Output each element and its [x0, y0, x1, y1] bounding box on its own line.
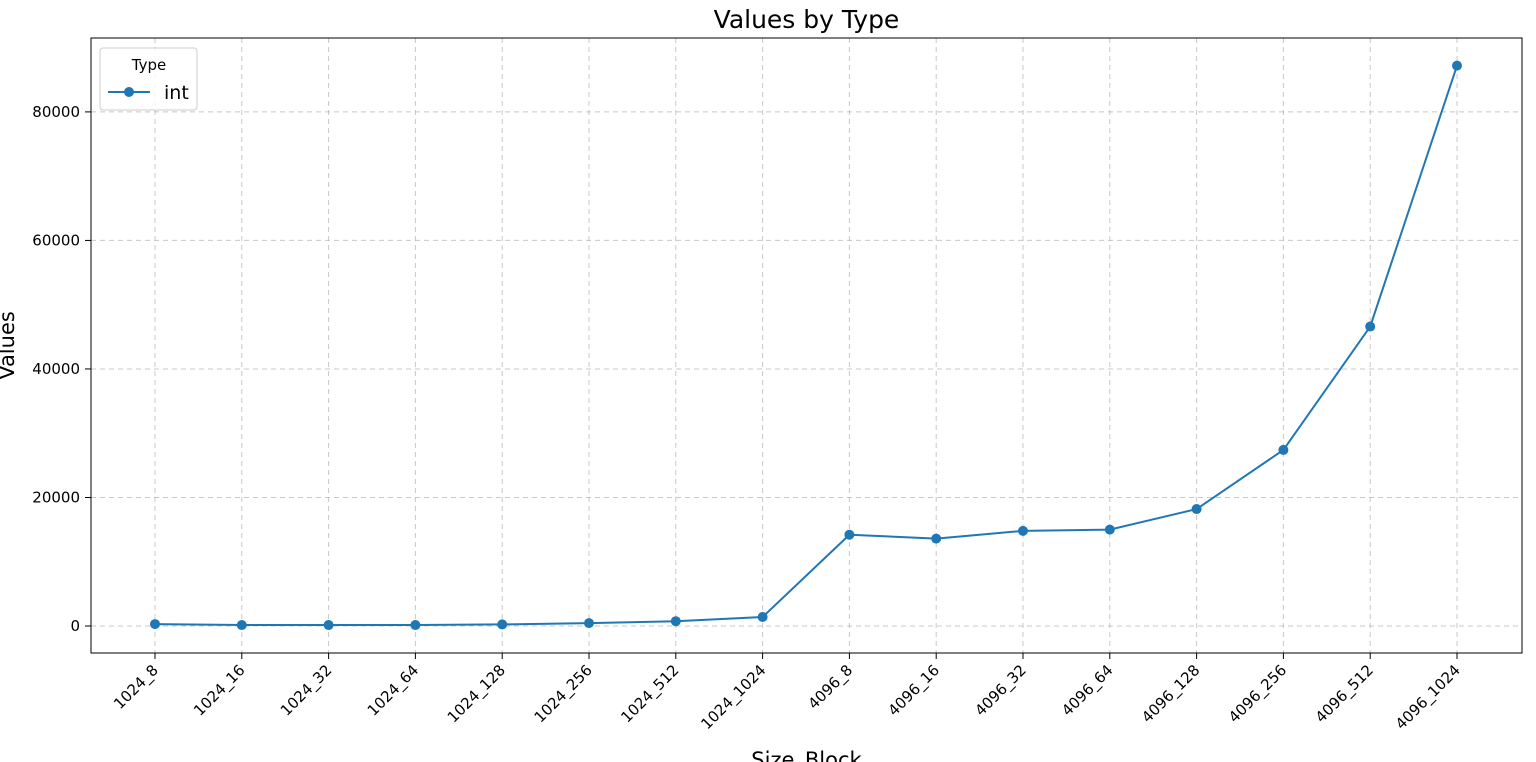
data-point	[1018, 525, 1028, 536]
x-tick-label: 1024_1024	[697, 661, 770, 734]
x-tick-label: 1024_256	[531, 661, 597, 727]
grid	[91, 38, 1522, 653]
data-point	[1191, 504, 1202, 515]
legend-title: Type	[131, 56, 166, 74]
series-layer	[150, 60, 1462, 631]
x-tick-label: 1024_16	[190, 661, 249, 720]
y-tick-label: 20000	[32, 488, 80, 506]
y-tick-label: 40000	[32, 360, 80, 378]
data-point	[844, 529, 855, 540]
y-tick-label: 0	[70, 617, 80, 635]
plot-frame	[90, 37, 1523, 654]
data-point	[236, 620, 247, 631]
x-tick-label: 4096_8	[804, 661, 856, 713]
x-tick-label: 4096_16	[885, 661, 944, 720]
chart-title: Values by Type	[714, 5, 900, 34]
x-axis-label: Size_Block	[751, 748, 862, 762]
data-point	[1452, 60, 1462, 71]
legend-box	[99, 47, 198, 111]
y-tick-label: 80000	[32, 103, 80, 121]
y-axis-label: Values	[0, 311, 19, 380]
x-axis: 1024_8 1024_16 1024_32 1024_64 1024_128 1024_…	[110, 653, 1465, 734]
legend: Type int	[99, 47, 198, 111]
x-tick-label: 1024_64	[364, 661, 423, 720]
data-point	[323, 620, 334, 631]
series-line-int	[154, 65, 1458, 627]
data-point	[931, 533, 942, 544]
data-point	[757, 612, 768, 623]
x-tick-label: 4096_32	[971, 661, 1030, 720]
x-tick-label: 1024_32	[277, 661, 336, 720]
x-tick-label: 4096_512	[1312, 661, 1378, 727]
data-point	[1365, 321, 1376, 332]
y-tick-label: 60000	[32, 231, 80, 249]
legend-point-marker	[124, 87, 134, 97]
data-point	[497, 619, 508, 630]
x-tick-label: 4096_1024	[1392, 661, 1465, 734]
x-tick-label: 4096_256	[1225, 661, 1291, 727]
data-point	[410, 620, 421, 631]
data-point	[150, 619, 160, 630]
x-tick-label: 1024_512	[617, 661, 683, 727]
x-tick-label: 1024_8	[110, 661, 162, 713]
data-point	[1104, 524, 1115, 535]
data-point	[1278, 444, 1289, 455]
data-point	[584, 618, 594, 629]
x-tick-label: 1024_128	[444, 661, 510, 727]
x-tick-label: 4096_64	[1058, 661, 1117, 720]
x-tick-label: 4096_128	[1138, 661, 1204, 727]
data-point	[670, 616, 681, 627]
legend-entry-int: int	[164, 82, 189, 104]
y-axis: 0 20000 40000 60000 80000	[32, 103, 91, 635]
